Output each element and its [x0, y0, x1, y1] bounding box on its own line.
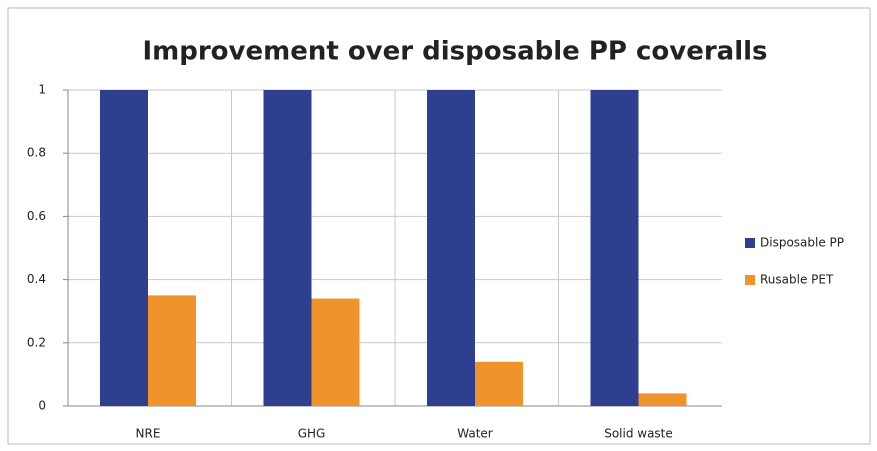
legend-label: Rusable PET — [760, 273, 834, 287]
bar — [638, 393, 687, 406]
bar — [590, 90, 639, 406]
bar — [100, 90, 148, 406]
y-tick-label: 1 — [38, 83, 46, 97]
bar — [475, 361, 523, 406]
bar — [311, 298, 360, 406]
y-tick-label: 0 — [38, 399, 46, 413]
legend-label: Disposable PP — [760, 236, 844, 250]
x-tick-label: NRE — [136, 427, 161, 441]
y-tick-label: 0.2 — [27, 335, 46, 349]
y-tick-label: 0.6 — [27, 209, 46, 223]
legend-swatch — [745, 238, 755, 248]
x-tick-label: GHG — [298, 427, 326, 441]
bar — [427, 90, 475, 406]
legend-swatch — [745, 275, 755, 285]
y-tick-label: 0.8 — [27, 146, 46, 160]
bar — [263, 90, 312, 406]
x-tick-label: Water — [457, 427, 493, 441]
y-tick-label: 0.4 — [27, 272, 46, 286]
bar — [148, 295, 196, 406]
chart-title: Improvement over disposable PP coveralls — [142, 37, 767, 67]
x-tick-label: Solid waste — [604, 427, 673, 441]
